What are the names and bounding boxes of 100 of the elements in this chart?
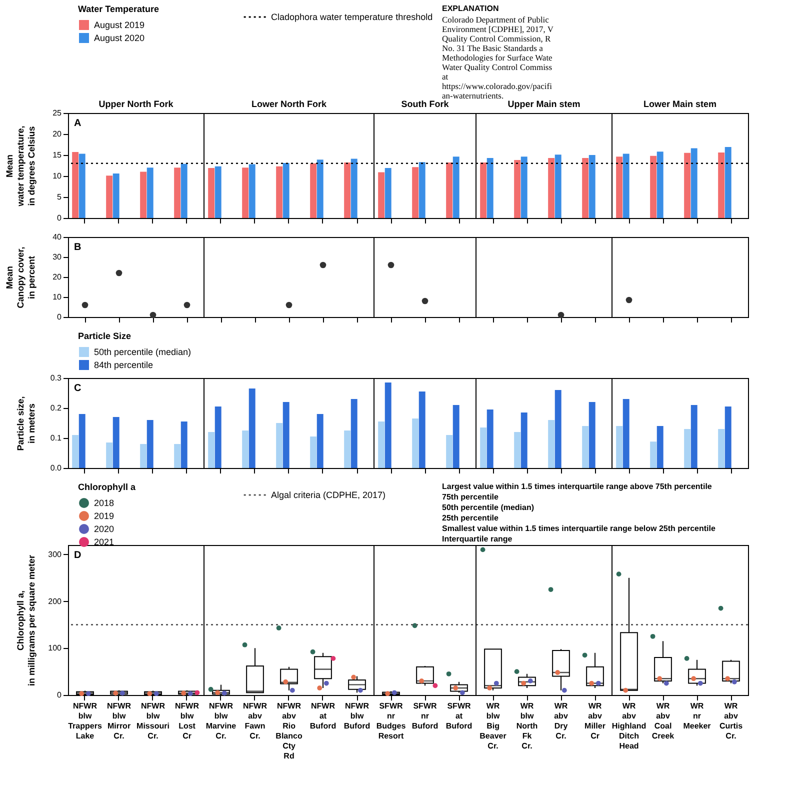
- bar: [650, 442, 657, 468]
- bar: [616, 156, 623, 218]
- bar: [486, 158, 494, 218]
- bar: [520, 156, 528, 218]
- y-tick-label: 0.0: [50, 464, 62, 472]
- legend-title: Water Temperature: [78, 4, 160, 14]
- y-axis-title: Particle size, in meters: [16, 396, 36, 451]
- x-tick-label: NFWR blw Mirror Cr.: [107, 702, 132, 740]
- x-tick-label: WR abv Curtis Cr.: [719, 702, 744, 740]
- y-axis-title: Chlorophyll a, in milligrams per square meter: [16, 554, 36, 686]
- text: 25th percentile: [442, 514, 500, 522]
- bar: [112, 173, 120, 218]
- bar: [316, 414, 324, 468]
- bar: [350, 399, 358, 468]
- legend-label: 2018: [94, 498, 114, 508]
- bar: [622, 154, 630, 218]
- bar: [310, 436, 317, 468]
- bar: [282, 162, 290, 218]
- bar: [684, 429, 691, 468]
- bar: [582, 158, 589, 218]
- x-tick-label: WR abv Highland Ditch Head: [612, 702, 646, 750]
- annotation: B: [74, 242, 82, 253]
- bar: [276, 166, 283, 218]
- bar: [378, 172, 385, 218]
- legend-label: 2020: [94, 524, 114, 534]
- y-tick-label: 0.2: [50, 404, 62, 412]
- x-tick-label: NFWR abv Rio Blanco Cty Rd: [276, 702, 302, 760]
- bar: [310, 163, 317, 218]
- bar: [276, 423, 283, 468]
- x-tick-label: WR nr Meeker: [683, 702, 711, 730]
- bar: [378, 422, 385, 468]
- bar: [486, 410, 494, 468]
- x-tick-label: NFWR blw Marvine Cr.: [206, 702, 237, 740]
- point: [422, 298, 428, 304]
- bar: [622, 399, 630, 468]
- bar: [418, 392, 426, 468]
- bar: [140, 444, 147, 468]
- annotation: D: [74, 550, 82, 561]
- bar: [248, 164, 256, 218]
- point: [82, 302, 88, 308]
- annotation: A: [74, 118, 82, 129]
- bar: [588, 402, 596, 468]
- x-tick-label: NFWR blw Buford: [344, 702, 370, 730]
- text: Colorado Department of Public Environment [CDPHE], 2017, V Quality Control Commission, R No. 31 The Basic Standards a Methodologies for Surface Wate Water Quality Control Commiss at https://www.colorado.gov/pacifi an-waternutrients.: [442, 14, 554, 100]
- y-tick-label: 0.3: [50, 374, 62, 382]
- bar: [412, 167, 419, 218]
- bar: [582, 426, 589, 468]
- x-tick-label: NFWR at Buford: [310, 702, 336, 730]
- text: South Fork: [401, 99, 450, 109]
- y-tick-label: 10: [52, 292, 62, 302]
- bar: [724, 406, 732, 468]
- bar: [208, 168, 215, 218]
- bar: [656, 152, 664, 218]
- text: Smallest value within 1.5 times interquartile range below 25th percentile: [442, 524, 716, 533]
- point: [116, 270, 122, 276]
- y-tick-label: 0: [57, 690, 62, 700]
- y-tick-label: 200: [48, 596, 62, 606]
- bar: [384, 168, 392, 218]
- legend-label: August 2020: [94, 33, 145, 43]
- x-tick-label: SFWR at Buford: [446, 702, 472, 730]
- x-tick-label: NFWR blw Missouri Cr.: [136, 702, 170, 740]
- legend-label: 50th percentile (median): [94, 347, 192, 357]
- bar: [78, 414, 86, 468]
- bar: [412, 418, 419, 468]
- text: Upper North Fork: [98, 99, 174, 109]
- bar: [282, 402, 290, 468]
- legend-title: Chlorophyll a: [78, 482, 136, 492]
- bar: [174, 168, 181, 218]
- bar: [514, 432, 521, 468]
- y-tick-label: 5: [57, 192, 62, 202]
- bar: [480, 428, 487, 468]
- y-tick-label: 25: [52, 108, 62, 118]
- y-tick-label: 0.1: [50, 434, 62, 442]
- bar: [242, 430, 249, 468]
- legend-label: 2021: [94, 537, 114, 547]
- bar: [72, 435, 79, 468]
- bar: [684, 152, 691, 218]
- bar: [344, 430, 351, 468]
- text: Upper Main stem: [508, 99, 580, 109]
- bar: [248, 388, 256, 468]
- point: [320, 262, 326, 268]
- bar: [616, 426, 623, 468]
- legend-label: 84th percentile: [94, 360, 154, 370]
- y-tick-label: 300: [48, 550, 62, 559]
- bar: [650, 156, 657, 218]
- bar: [140, 172, 147, 218]
- y-tick-label: 20: [52, 272, 62, 282]
- bar: [242, 168, 249, 218]
- bar: [690, 148, 698, 218]
- y-axis-title: Mean Canopy cover, in percent: [4, 246, 36, 308]
- bar: [208, 432, 215, 468]
- x-tick-label: SFWR nr Budges Resort: [376, 702, 406, 740]
- point: [286, 302, 292, 308]
- bar: [520, 412, 528, 468]
- bar: [112, 417, 120, 468]
- bar: [452, 405, 460, 468]
- bar: [174, 444, 181, 468]
- point: [150, 312, 156, 318]
- text: Lower Main stem: [643, 99, 717, 109]
- bar: [214, 166, 222, 218]
